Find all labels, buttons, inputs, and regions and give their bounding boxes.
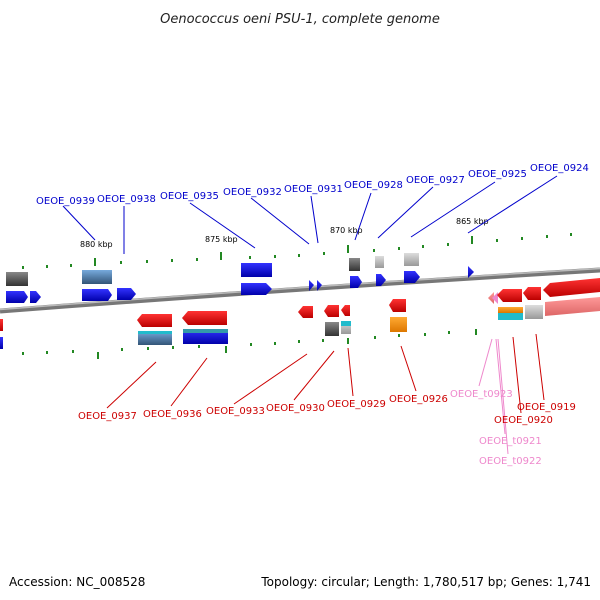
gene-feature[interactable] bbox=[241, 283, 272, 295]
reverse-strand-genes bbox=[0, 278, 600, 349]
gene-feature[interactable] bbox=[350, 276, 362, 288]
map-title: Oenococcus oeni PSU-1, complete genome bbox=[160, 12, 440, 27]
gene-label-OEOE_t0921[interactable]: OEOE_t0921 bbox=[479, 436, 542, 447]
gene-label-OEOE_0938[interactable]: OEOE_0938 bbox=[97, 194, 156, 205]
gene-feature[interactable] bbox=[182, 311, 227, 325]
gene-feature[interactable] bbox=[325, 322, 339, 336]
scale-label-870: 870 kbp bbox=[330, 226, 363, 235]
gene-feature[interactable] bbox=[6, 272, 28, 286]
gene-label-OEOE_0936[interactable]: OEOE_0936 bbox=[143, 409, 202, 420]
gene-feature[interactable] bbox=[241, 263, 272, 277]
gene-label-OEOE_0924[interactable]: OEOE_0924 bbox=[530, 163, 589, 174]
gene-label-OEOE_t0922[interactable]: OEOE_t0922 bbox=[479, 456, 542, 467]
gene-feature[interactable] bbox=[497, 289, 522, 302]
genome-backbone bbox=[0, 267, 600, 314]
gene-feature[interactable] bbox=[492, 292, 498, 304]
gene-feature[interactable] bbox=[545, 297, 600, 316]
scale-label-875: 875 kbp bbox=[205, 235, 238, 244]
scale-ticks-lower bbox=[22, 329, 477, 359]
trna-leader-lines bbox=[478, 338, 509, 455]
gene-feature[interactable] bbox=[349, 258, 360, 271]
gene-feature[interactable] bbox=[6, 291, 28, 303]
gene-feature[interactable] bbox=[30, 291, 41, 303]
gene-feature[interactable] bbox=[543, 278, 600, 297]
gene-feature[interactable] bbox=[309, 280, 314, 291]
gene-feature[interactable] bbox=[138, 331, 172, 334]
gene-label-OEOE_0920[interactable]: OEOE_0920 bbox=[494, 415, 553, 426]
gene-label-OEOE_0933[interactable]: OEOE_0933 bbox=[206, 406, 265, 417]
gene-feature[interactable] bbox=[404, 271, 420, 283]
gene-label-OEOE_0929[interactable]: OEOE_0929 bbox=[327, 399, 386, 410]
scale-ticks-upper bbox=[22, 233, 572, 269]
scale-label-880: 880 kbp bbox=[80, 240, 113, 249]
gene-feature[interactable] bbox=[341, 321, 351, 326]
gene-feature[interactable] bbox=[317, 280, 322, 291]
gene-label-OEOE_0928[interactable]: OEOE_0928 bbox=[344, 180, 403, 191]
gene-feature[interactable] bbox=[341, 305, 350, 316]
gene-feature[interactable] bbox=[137, 314, 172, 327]
gene-feature[interactable] bbox=[498, 307, 523, 313]
gene-label-OEOE_0919[interactable]: OEOE_0919 bbox=[517, 402, 576, 413]
gene-feature[interactable] bbox=[183, 329, 228, 333]
gene-feature[interactable] bbox=[389, 299, 406, 312]
gene-feature[interactable] bbox=[298, 306, 313, 318]
gene-feature[interactable] bbox=[0, 337, 3, 349]
gene-label-OEOE_t0923[interactable]: OEOE_t0923 bbox=[450, 389, 513, 400]
reverse-leader-lines bbox=[106, 333, 545, 414]
gene-feature[interactable] bbox=[82, 289, 112, 301]
gene-label-OEOE_0937[interactable]: OEOE_0937 bbox=[78, 411, 137, 422]
gene-feature[interactable] bbox=[0, 319, 3, 331]
accession-text: Accession: NC_008528 bbox=[9, 575, 145, 589]
gene-label-OEOE_0926[interactable]: OEOE_0926 bbox=[389, 394, 448, 405]
gene-feature[interactable] bbox=[375, 256, 384, 268]
gene-feature[interactable] bbox=[138, 331, 172, 345]
scale-label-865: 865 kbp bbox=[456, 217, 489, 226]
gene-feature[interactable] bbox=[390, 317, 407, 332]
gene-label-OEOE_0930[interactable]: OEOE_0930 bbox=[266, 403, 325, 414]
gene-feature[interactable] bbox=[376, 274, 386, 286]
gene-feature[interactable] bbox=[117, 288, 136, 300]
gene-label-OEOE_0925[interactable]: OEOE_0925 bbox=[468, 169, 527, 180]
gene-feature[interactable] bbox=[82, 270, 112, 284]
gene-feature[interactable] bbox=[525, 305, 543, 319]
topology-text: Topology: circular; Length: 1,780,517 bp… bbox=[260, 575, 591, 589]
gene-label-OEOE_0927[interactable]: OEOE_0927 bbox=[406, 175, 465, 186]
forward-leader-lines bbox=[62, 175, 558, 254]
gene-label-OEOE_0935[interactable]: OEOE_0935 bbox=[160, 191, 219, 202]
gene-feature[interactable] bbox=[523, 287, 541, 300]
gene-feature[interactable] bbox=[468, 266, 474, 278]
gene-feature[interactable] bbox=[341, 321, 351, 334]
gene-feature[interactable] bbox=[498, 313, 523, 320]
forward-strand-genes bbox=[6, 253, 474, 303]
gene-feature[interactable] bbox=[488, 292, 494, 304]
gene-feature[interactable] bbox=[324, 305, 339, 317]
gene-label-OEOE_0932[interactable]: OEOE_0932 bbox=[223, 187, 282, 198]
gene-label-OEOE_0939[interactable]: OEOE_0939 bbox=[36, 196, 95, 207]
gene-label-OEOE_0931[interactable]: OEOE_0931 bbox=[284, 184, 343, 195]
gene-feature[interactable] bbox=[404, 253, 419, 266]
